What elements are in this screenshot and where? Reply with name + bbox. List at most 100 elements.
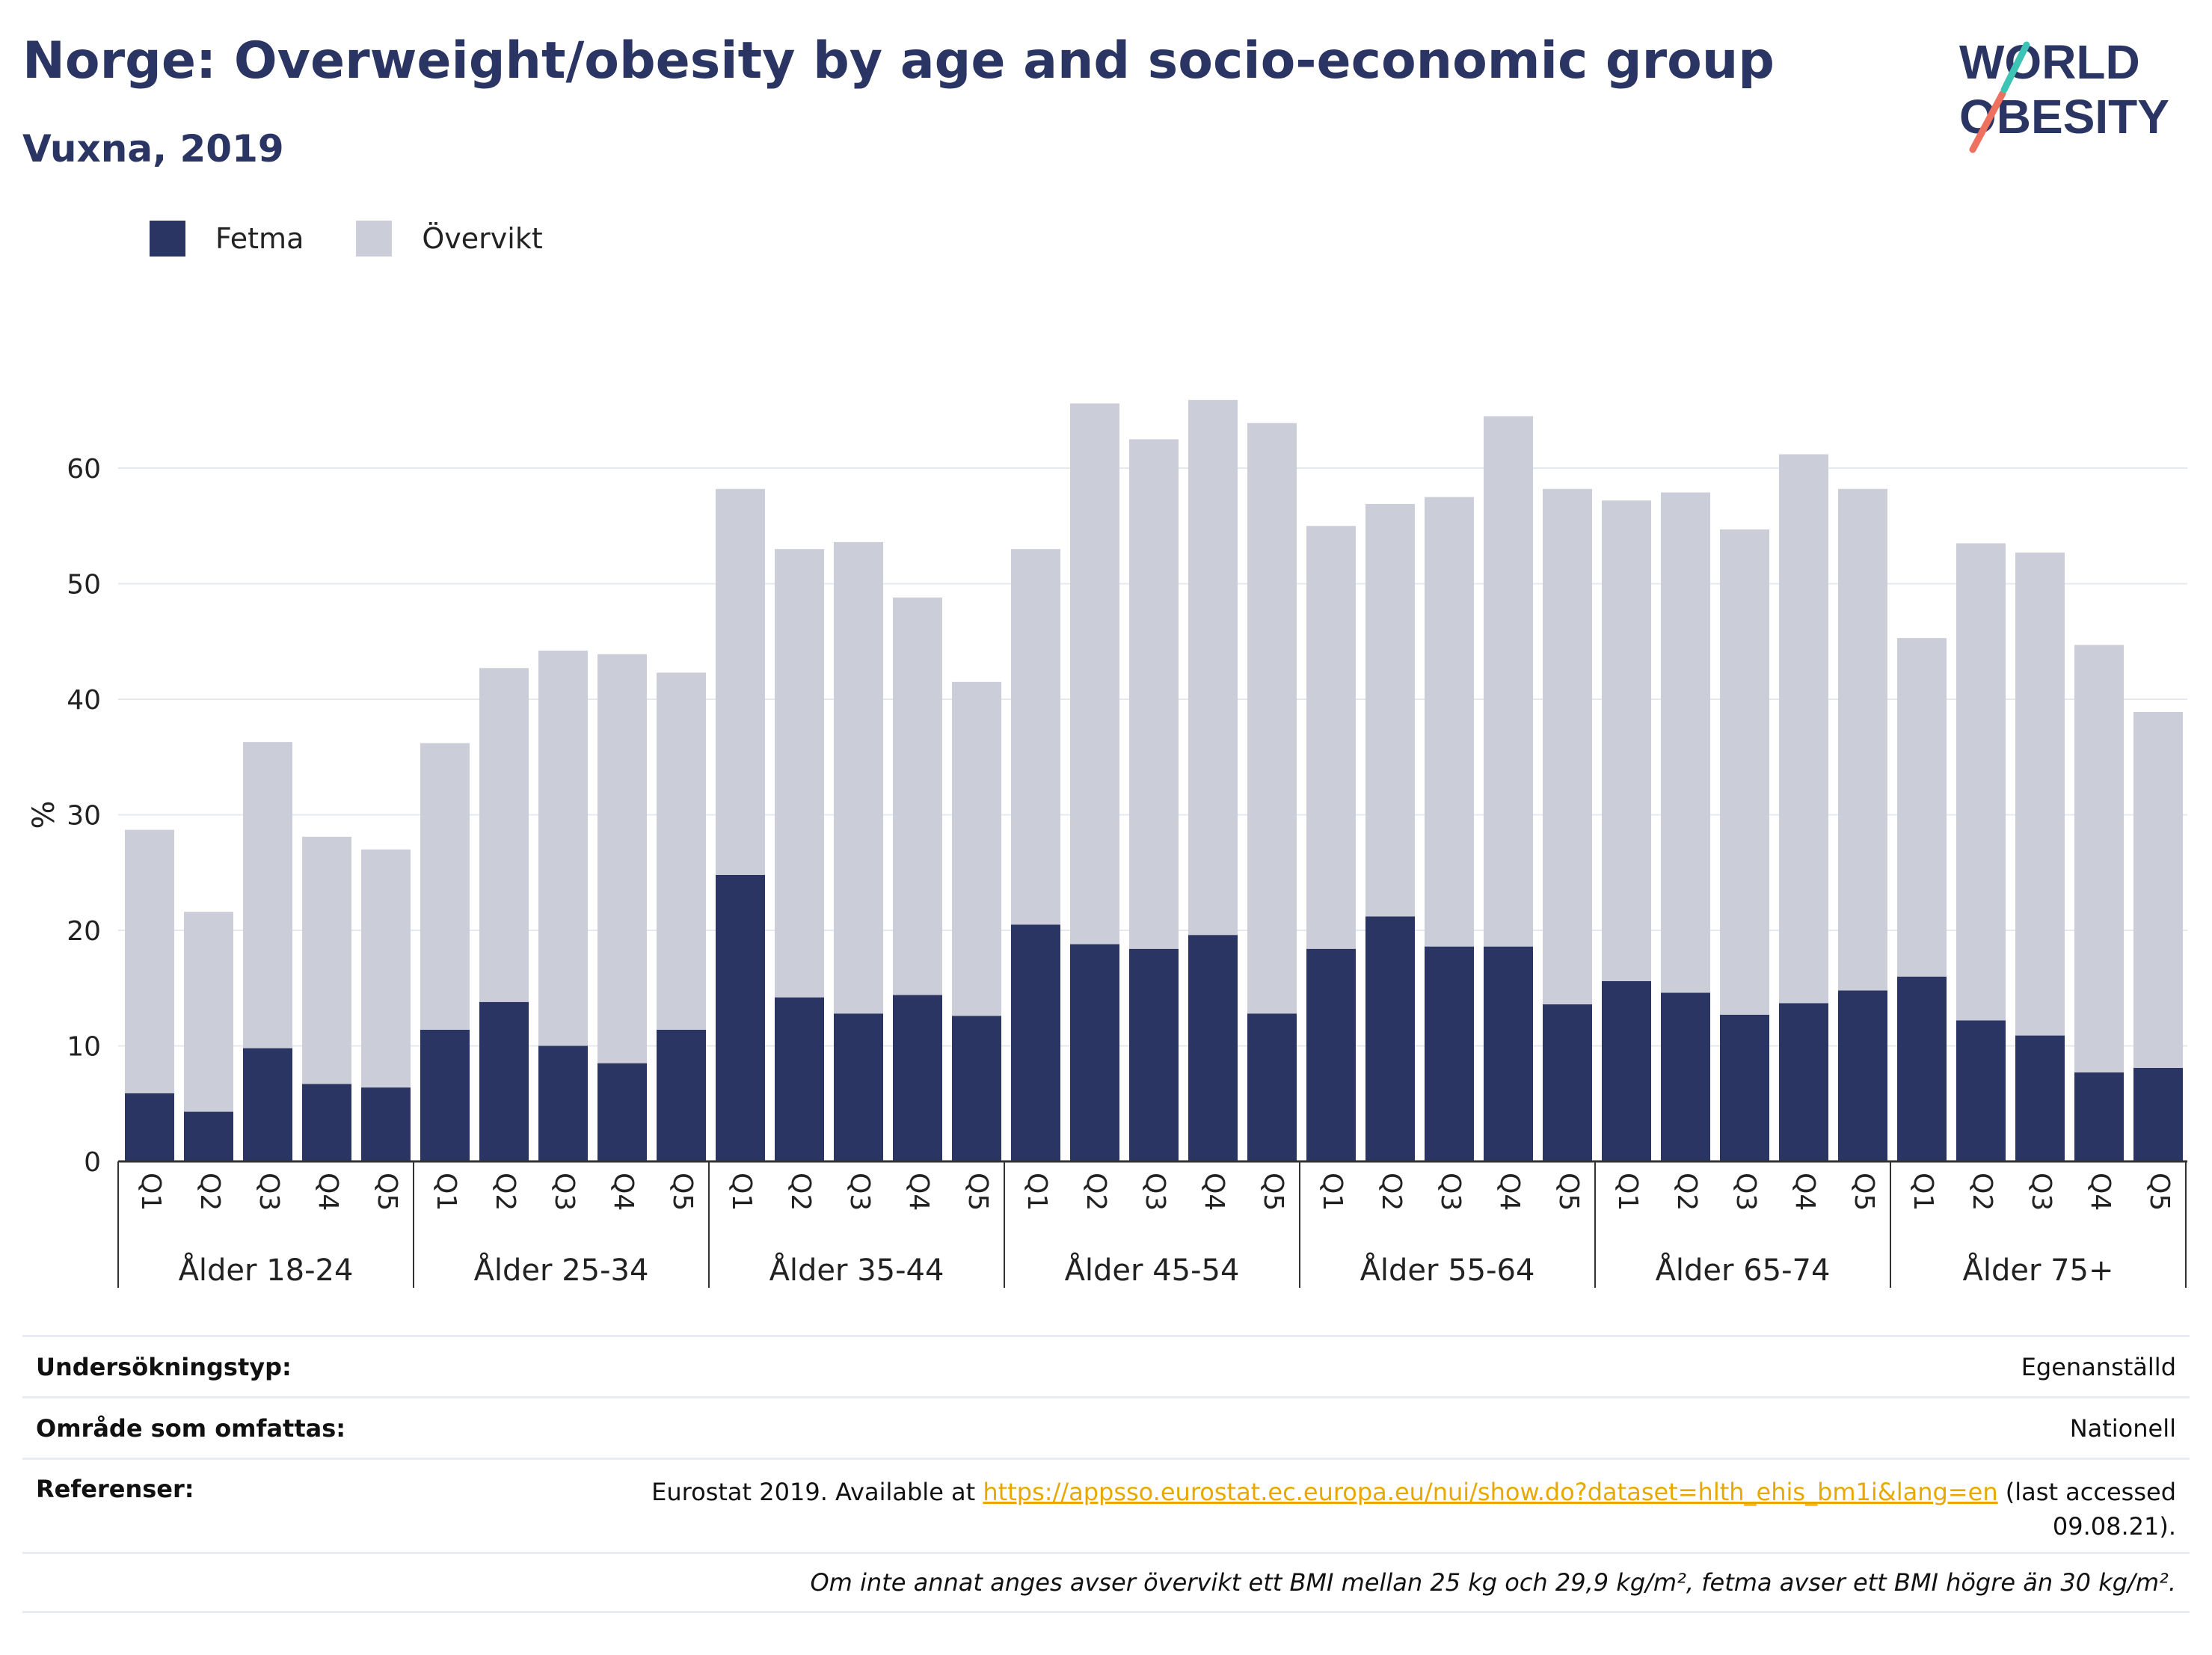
group-label: Ålder 45-54 <box>1065 1252 1240 1288</box>
bar-fetma <box>1306 948 1356 1161</box>
x-tick-label: Q1 <box>726 1173 757 1211</box>
bar-fetma <box>538 1045 588 1161</box>
x-tick-label: Q3 <box>1435 1173 1466 1211</box>
x-tick-label: Q2 <box>1671 1173 1702 1211</box>
bar-overvikt <box>1070 403 1119 945</box>
x-tick-label: Q3 <box>2026 1173 2056 1211</box>
x-tick-label: Q5 <box>372 1173 402 1211</box>
bar-overvikt <box>1129 439 1179 949</box>
x-tick-label: Q4 <box>2085 1173 2116 1211</box>
x-tick-label: Q1 <box>431 1173 461 1211</box>
bar-fetma <box>1602 980 1651 1161</box>
info-value: Nationell <box>2069 1413 2176 1443</box>
x-tick-label: Q1 <box>1612 1173 1643 1211</box>
legend-swatch-overvikt <box>356 221 393 257</box>
bar-fetma <box>1070 944 1119 1161</box>
bar-fetma <box>1129 948 1179 1161</box>
logo-line2: OBESITY <box>1959 90 2169 144</box>
reference-link[interactable]: https://appsso.eurostat.ec.europa.eu/nui… <box>983 1478 1998 1506</box>
bar-overvikt <box>2133 711 2183 1068</box>
bar-fetma <box>1779 1003 1828 1161</box>
bar-fetma <box>1720 1014 1769 1161</box>
bar-fetma <box>1897 976 1947 1161</box>
legend-label-fetma: Fetma <box>215 222 304 255</box>
y-tick-label: 20 <box>67 916 101 947</box>
bar-overvikt <box>834 541 883 1014</box>
bar-fetma <box>775 997 824 1161</box>
reference-text: Eurostat 2019. Available at <box>651 1478 983 1506</box>
x-tick-label: Q4 <box>1494 1173 1525 1211</box>
bar-fetma <box>952 1016 1001 1161</box>
bar-fetma <box>1247 1013 1297 1161</box>
logo-line1: WORLD <box>1959 35 2140 89</box>
x-tick-label: Q2 <box>1967 1173 1997 1211</box>
info-row-references: Referenser: Eurostat 2019. Available at … <box>22 1458 2190 1552</box>
x-tick-label: Q4 <box>313 1173 343 1211</box>
info-key: Undersökningstyp: <box>36 1352 292 1381</box>
x-tick-label: Q3 <box>1730 1173 1761 1211</box>
bar-overvikt <box>1897 638 1947 977</box>
bar-overvikt <box>184 912 233 1112</box>
bar-overvikt <box>657 672 706 1030</box>
x-tick-label: Q5 <box>1553 1173 1584 1211</box>
bar-overvikt <box>2015 552 2065 1036</box>
legend-swatch-fetma <box>150 221 185 257</box>
bar-overvikt <box>538 651 588 1046</box>
x-tick-label: Q4 <box>608 1173 639 1211</box>
bar-fetma <box>893 995 942 1161</box>
bar-overvikt <box>1365 503 1415 917</box>
group-label: Ålder 65-74 <box>1656 1252 1831 1288</box>
bar-overvikt <box>1956 543 2006 1021</box>
y-tick-label: 30 <box>67 801 101 832</box>
x-tick-label: Q2 <box>194 1173 225 1211</box>
y-tick-label: 10 <box>67 1032 101 1063</box>
bar-fetma <box>1661 992 1710 1161</box>
group-label: Ålder 35-44 <box>769 1252 944 1288</box>
chart-legend: Fetma Övervikt <box>150 221 595 257</box>
y-tick-label: 50 <box>67 570 101 601</box>
y-tick-label: 0 <box>84 1147 101 1178</box>
info-table: Undersökningstyp: Egenanställd Område so… <box>22 1335 2190 1613</box>
legend-item-overvikt[interactable]: Övervikt <box>356 221 543 257</box>
bar-overvikt <box>952 681 1001 1016</box>
chart-subtitle: Vuxna, 2019 <box>22 127 284 171</box>
chart-title: Norge: Overweight/obesity by age and soc… <box>22 31 1775 90</box>
x-tick-label: Q4 <box>1199 1173 1229 1211</box>
bar-overvikt <box>420 743 470 1030</box>
info-value: Eurostat 2019. Available at https://apps… <box>651 1475 2176 1552</box>
group-label: Ålder 75+ <box>1962 1252 2113 1288</box>
x-tick-label: Q5 <box>2144 1173 2175 1211</box>
bar-fetma <box>1425 946 1474 1161</box>
bar-fetma <box>597 1063 647 1161</box>
reference-accessed: (last accessed <box>1997 1478 2176 1506</box>
bar-overvikt <box>1602 500 1651 981</box>
bar-fetma <box>1188 935 1238 1161</box>
x-tick-label: Q3 <box>844 1173 875 1211</box>
info-row-survey-type: Undersökningstyp: Egenanställd <box>22 1335 2190 1396</box>
reference-date: 09.08.21). <box>2052 1512 2176 1541</box>
bar-overvikt <box>302 836 351 1084</box>
x-tick-label: Q1 <box>1021 1173 1052 1211</box>
bar-fetma <box>302 1084 351 1161</box>
world-obesity-logo: WORLD OBESITY <box>1959 35 2169 153</box>
bar-fetma <box>361 1087 411 1161</box>
bar-overvikt <box>1425 497 1474 947</box>
bar-overvikt <box>1188 399 1238 936</box>
bar-overvikt <box>2074 645 2124 1073</box>
y-tick-label: 40 <box>67 685 101 716</box>
bar-fetma <box>834 1013 883 1161</box>
legend-item-fetma[interactable]: Fetma <box>150 221 304 257</box>
bar-overvikt <box>1838 488 1887 991</box>
bar-overvikt <box>479 668 529 1002</box>
bar-fetma <box>2133 1067 2183 1161</box>
x-tick-label: Q4 <box>903 1173 934 1211</box>
info-row-coverage: Område som omfattas: Nationell <box>22 1396 2190 1458</box>
x-tick-label: Q4 <box>1789 1173 1820 1211</box>
x-tick-label: Q3 <box>1140 1173 1170 1211</box>
info-row-note: Om inte annat anges avser övervikt ett B… <box>22 1552 2190 1613</box>
bar-fetma <box>479 1001 529 1161</box>
bar-overvikt <box>125 829 174 1093</box>
x-tick-label: Q1 <box>1317 1173 1348 1211</box>
bar-overvikt <box>1484 416 1533 947</box>
x-tick-label: Q3 <box>254 1173 284 1211</box>
